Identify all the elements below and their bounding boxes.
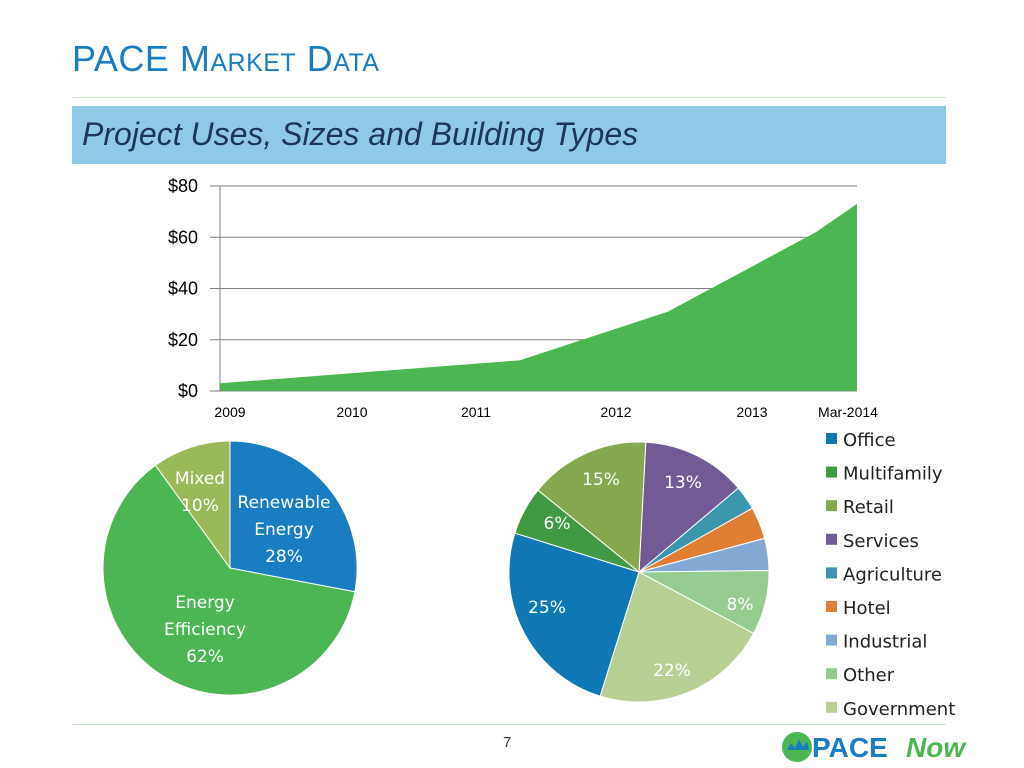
bottom-divider [72, 724, 946, 725]
legend-label: Hotel [843, 598, 891, 619]
area-series [220, 203, 857, 391]
pie-label: Energy [254, 520, 314, 540]
pie-slice [229, 440, 358, 593]
x-tick-label: 2010 [336, 404, 367, 420]
top-divider [72, 97, 946, 98]
legend-label: Services [843, 531, 919, 552]
legend-swatch [826, 567, 837, 579]
pie-label: 62% [186, 647, 224, 667]
legend-label: Multifamily [843, 464, 943, 485]
pie-label: Renewable [237, 493, 330, 513]
project-uses-pie: Renewable Energy 28% Energy Efficiency 62% Mix… [102, 440, 358, 696]
pie-label: 28% [265, 547, 303, 567]
pie-slice [102, 464, 356, 696]
legend-label: Government [843, 699, 955, 720]
pie-label: 15% [582, 470, 620, 490]
pie-label: 25% [528, 598, 566, 618]
pie-slice [154, 440, 231, 570]
legend-label: Other [843, 665, 895, 686]
legend-swatch [826, 634, 837, 646]
pie-slice [508, 532, 640, 697]
pie-label: 8% [727, 595, 754, 615]
legend-label: Agriculture [843, 564, 942, 585]
x-tick-label: 2011 [461, 404, 491, 420]
x-tick-label: 2009 [214, 404, 245, 420]
pie-label: 6% [544, 514, 571, 534]
area-chart: $80 $60 $40 $20 $0 2009 2010 2011 2012 2013 Mar-20… [168, 176, 878, 420]
pie-label: 22% [653, 661, 691, 681]
slide-title: PACE Market Data [72, 38, 380, 79]
building-types-legend: Office Multifamily Retail Services Agricultu… [826, 430, 955, 720]
legend-swatch [826, 466, 837, 478]
legend-label: Office [843, 430, 896, 451]
y-tick-label: $40 [168, 279, 198, 299]
page-number: 7 [503, 734, 512, 751]
legend-swatch [826, 701, 837, 713]
subtitle-text: Project Uses, Sizes and Building Types [82, 116, 639, 152]
y-tick-label: $80 [168, 176, 198, 196]
x-tick-label: Mar-2014 [818, 404, 878, 420]
pie-slice [599, 571, 755, 703]
y-tick-label: $0 [178, 381, 198, 401]
legend-swatch [826, 433, 837, 444]
legend-swatch [826, 500, 837, 512]
x-tick-label: 2012 [600, 404, 631, 420]
x-tick-label: 2013 [736, 404, 767, 420]
legend-label: Retail [843, 497, 894, 518]
pie-slice [638, 441, 740, 574]
pie-label: 10% [181, 496, 219, 516]
subtitle-banner: Project Uses, Sizes and Building Types [72, 106, 946, 164]
pie-label: Mixed [175, 469, 225, 489]
legend-label: Industrial [843, 632, 927, 653]
pie-label: Efficiency [164, 620, 246, 640]
legend-swatch [826, 668, 837, 680]
legend-swatch [826, 533, 837, 545]
pie-label: 13% [664, 473, 702, 493]
y-tick-label: $20 [168, 330, 198, 350]
y-tick-label: $60 [168, 227, 198, 247]
building-types-pie: 25% 6% 15% 13% 8% 22% [508, 441, 770, 703]
pie-slice [537, 441, 647, 574]
legend-swatch [826, 601, 837, 612]
pie-label: Energy [175, 593, 235, 613]
